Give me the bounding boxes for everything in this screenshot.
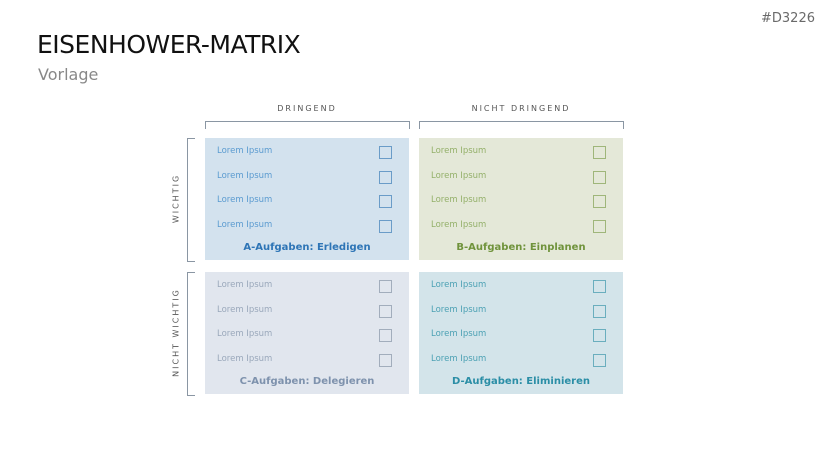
quadrant-title: D-Aufgaben: Eliminieren <box>452 376 590 387</box>
task-label: Lorem Ipsum <box>217 353 273 364</box>
quadrant-title: B-Aufgaben: Einplanen <box>456 242 586 253</box>
task-label: Lorem Ipsum <box>217 304 273 315</box>
quadrant-title: A-Aufgaben: Erledigen <box>243 242 371 253</box>
task-label: Lorem Ipsum <box>217 329 273 339</box>
task-checkbox[interactable] <box>379 329 392 342</box>
task-label: Lorem Ipsum <box>431 195 487 205</box>
task-checkbox[interactable] <box>379 280 392 293</box>
bracket-not-important <box>187 272 195 396</box>
row-header-not-important: NICHT WICHTIG <box>171 288 181 377</box>
page-title: EISENHOWER-MATRIX <box>37 30 301 59</box>
task-checkbox[interactable] <box>379 304 392 318</box>
bracket-important <box>187 138 195 262</box>
row-header-important: WICHTIG <box>171 173 181 224</box>
task-label: Lorem Ipsum <box>217 170 273 181</box>
bracket-urgent <box>205 121 410 129</box>
task-label: Lorem Ipsum <box>217 195 273 205</box>
task-checkbox[interactable] <box>379 146 392 159</box>
slide-code: #D3226 <box>761 11 815 26</box>
task-label: Lorem Ipsum <box>217 146 273 156</box>
task-label: Lorem Ipsum <box>431 304 487 315</box>
task-checkbox[interactable] <box>593 195 606 208</box>
quadrant-a: Lorem Ipsum Lorem Ipsum Lorem Ipsum Lorem I… <box>205 138 409 260</box>
column-header-not-urgent: NICHT DRINGEND <box>471 104 571 113</box>
column-header-urgent: DRINGEND <box>277 104 337 113</box>
task-label: Lorem Ipsum <box>217 280 273 290</box>
task-checkbox[interactable] <box>379 195 392 208</box>
task-label: Lorem Ipsum <box>431 353 487 364</box>
task-checkbox[interactable] <box>379 353 392 367</box>
task-checkbox[interactable] <box>593 353 606 367</box>
task-checkbox[interactable] <box>379 219 392 233</box>
quadrant-b: Lorem Ipsum Lorem Ipsum Lorem Ipsum Lorem I… <box>419 138 623 260</box>
page-subtitle: Vorlage <box>38 65 99 84</box>
task-label: Lorem Ipsum <box>431 219 487 230</box>
task-checkbox[interactable] <box>593 219 606 233</box>
quadrant-c: Lorem Ipsum Lorem Ipsum Lorem Ipsum Lorem I… <box>205 272 409 394</box>
bracket-not-urgent <box>419 121 624 129</box>
task-label: Lorem Ipsum <box>431 170 487 181</box>
task-checkbox[interactable] <box>593 170 606 184</box>
quadrant-title: C-Aufgaben: Delegieren <box>239 376 375 387</box>
task-label: Lorem Ipsum <box>431 280 487 290</box>
quadrant-d: Lorem Ipsum Lorem Ipsum Lorem Ipsum Lorem I… <box>419 272 623 394</box>
task-label: Lorem Ipsum <box>217 219 273 230</box>
task-checkbox[interactable] <box>593 304 606 318</box>
task-checkbox[interactable] <box>593 146 606 159</box>
task-checkbox[interactable] <box>593 329 606 342</box>
task-label: Lorem Ipsum <box>431 146 487 156</box>
task-label: Lorem Ipsum <box>431 329 487 339</box>
task-checkbox[interactable] <box>379 170 392 184</box>
task-checkbox[interactable] <box>593 280 606 293</box>
